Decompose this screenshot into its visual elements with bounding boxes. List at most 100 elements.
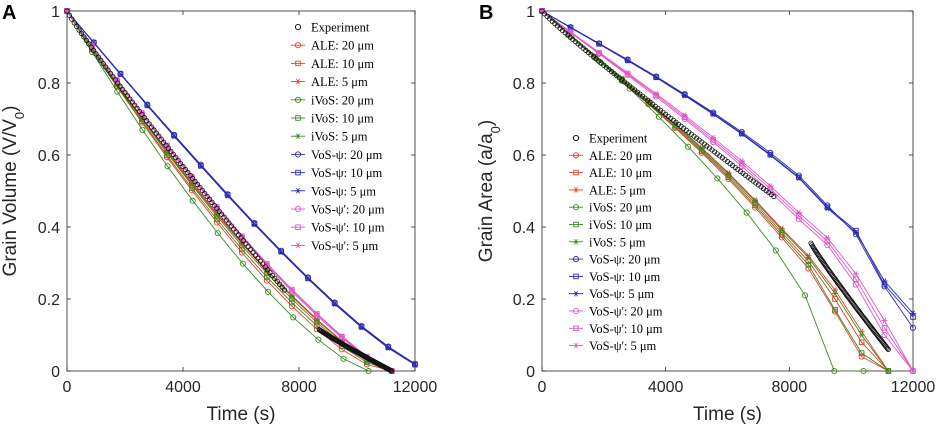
data-point: [239, 246, 245, 253]
legend-label: VoS-ψ': 20 μm: [311, 203, 385, 217]
data-point: [698, 145, 705, 152]
legend-entry: VoS-ψ': 10 μm: [569, 322, 663, 336]
data-point: [824, 205, 831, 212]
data-point: [910, 314, 916, 320]
data-point: [263, 277, 270, 284]
experiment-point: [105, 67, 111, 73]
y-tick-label: 0.6: [38, 148, 60, 165]
data-point: [197, 163, 204, 169]
experiment-point: [107, 70, 114, 77]
data-point: [805, 262, 812, 268]
x-axis-label: Time (s): [207, 404, 276, 425]
data-point: [164, 163, 171, 170]
legend-marker: [573, 273, 579, 280]
plot-area-frame: [66, 10, 416, 372]
legend-entry: ALE: 20 μm: [569, 149, 652, 163]
data-point: [385, 344, 391, 350]
data-point: [752, 202, 758, 209]
data-point: [831, 367, 838, 375]
experiment-point: [83, 37, 89, 43]
legend-entry: iVoS: 20 μm: [569, 201, 652, 215]
experiment-point: [816, 253, 822, 259]
data-point: [655, 113, 662, 120]
y-axis-label: Grain Volume (V/V0): [0, 106, 27, 277]
data-point: [288, 293, 295, 300]
legend-entry: iVoS: 5 μm: [569, 235, 646, 249]
y-tick-label: 0.4: [38, 220, 60, 237]
data-point: [239, 260, 246, 267]
legend-entry: Experiment: [294, 21, 370, 35]
legend-label: ALE: 10 μm: [589, 166, 652, 180]
data-point: [832, 307, 838, 313]
legend-entry: ALE: 5 μm: [291, 75, 368, 89]
experiment-point: [281, 287, 288, 293]
legend-marker: [295, 133, 301, 140]
data-point: [795, 216, 802, 223]
data-point: [739, 130, 745, 137]
legend-label: iVoS: 10 μm: [589, 218, 652, 232]
legend-label: VoS-ψ: 20 μm: [311, 148, 383, 162]
y-tick-label: 0: [51, 364, 60, 381]
legend-marker: [573, 221, 579, 228]
data-point: [171, 132, 177, 139]
data-point: [624, 57, 631, 64]
experiment-point: [811, 246, 818, 252]
data-point: [338, 333, 345, 339]
data-point: [858, 332, 865, 338]
data-point: [117, 71, 124, 78]
x-axis-label: Time (s): [693, 404, 762, 425]
data-point: [314, 311, 320, 317]
legend-marker: [295, 78, 301, 85]
legend-marker: [295, 60, 301, 67]
legend-label: VoS-ψ: 10 μm: [589, 270, 661, 284]
data-point: [224, 192, 231, 199]
data-point: [752, 198, 759, 204]
data-point: [767, 183, 774, 189]
experiment-point: [100, 61, 106, 67]
data-point: [725, 174, 732, 181]
data-point: [681, 112, 688, 119]
experiment-point: [76, 27, 82, 33]
data-point: [725, 170, 732, 177]
legend-marker: [294, 42, 302, 49]
data-point: [881, 331, 888, 339]
legend-entry: ALE: 10 μm: [569, 166, 652, 180]
y-tick-label: 0.2: [513, 292, 535, 309]
data-point: [685, 143, 692, 150]
series-line: [541, 10, 914, 372]
data-point: [910, 368, 916, 374]
legend-label: VoS-ψ: 20 μm: [589, 253, 661, 267]
experiment-point: [81, 34, 87, 40]
legend-entry: VoS-ψ: 5 μm: [291, 184, 376, 198]
data-point: [772, 247, 779, 254]
legend-entry: VoS-ψ': 20 μm: [291, 203, 385, 217]
data-point: [214, 216, 220, 223]
series-vos_psi-*: [539, 8, 916, 317]
data-point: [114, 88, 121, 95]
experiment-point: [112, 77, 118, 83]
data-point: [853, 276, 859, 282]
legend-marker: [572, 307, 580, 315]
legend-label: iVoS: 10 μm: [311, 112, 374, 126]
legend-marker: [294, 205, 302, 213]
data-point: [265, 288, 272, 295]
y-tick-label: 0: [526, 364, 535, 381]
data-point: [624, 71, 631, 77]
legend-label: iVoS: 5 μm: [589, 235, 646, 249]
legend-label: Experiment: [311, 21, 370, 35]
y-tick-label: 0.2: [38, 292, 60, 309]
legend-label: iVoS: 5 μm: [311, 130, 368, 144]
data-point: [385, 345, 392, 351]
data-point: [358, 323, 365, 330]
data-point: [365, 367, 372, 375]
experiment-point: [103, 64, 109, 70]
data-point: [340, 355, 347, 362]
data-point: [767, 152, 774, 159]
panel-b-chart: 0 4000 8000 12000 0 0.2 0.4 0.6 0.8 1 Time (s) Grai…: [476, 4, 935, 425]
legend-marker: [572, 204, 580, 211]
data-point: [796, 174, 802, 181]
x-tick-label: 0: [538, 379, 547, 396]
y-tick-label: 1: [526, 4, 535, 21]
legend-label: ALE: 20 μm: [589, 149, 652, 163]
experiment-point: [885, 346, 891, 352]
